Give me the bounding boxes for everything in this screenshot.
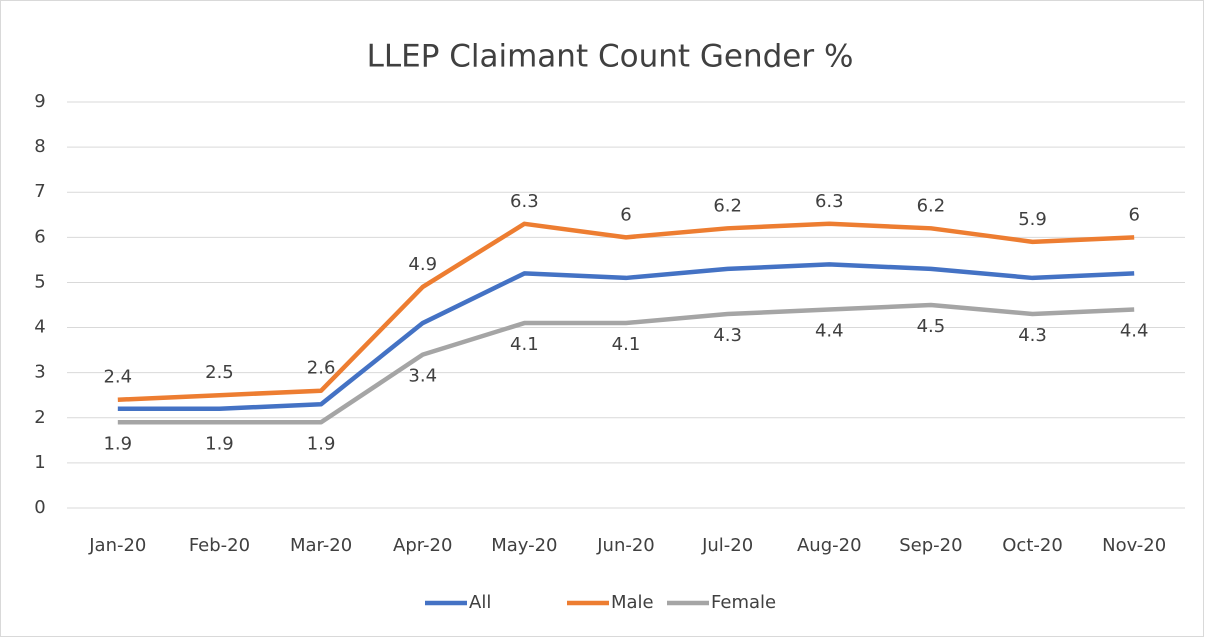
- data-label: 4.3: [713, 325, 742, 346]
- data-label: 4.4: [1120, 321, 1149, 342]
- data-label: 1.9: [103, 433, 132, 454]
- chart-title: LLEP Claimant Count Gender %: [367, 39, 854, 75]
- data-label: 3.4: [408, 366, 437, 387]
- y-tick-label: 9: [34, 91, 45, 112]
- y-tick-label: 7: [34, 181, 45, 202]
- data-label: 6.2: [917, 195, 946, 216]
- data-label: 6: [1128, 204, 1139, 225]
- x-tick-label: Apr-20: [393, 535, 452, 556]
- y-tick-label: 3: [34, 362, 45, 383]
- y-tick-label: 5: [34, 271, 45, 292]
- legend-label: Female: [711, 592, 776, 613]
- legend-label: Male: [611, 592, 654, 613]
- x-tick-label: Oct-20: [1002, 535, 1063, 556]
- data-label: 4.9: [408, 254, 437, 275]
- data-label: 4.1: [510, 334, 539, 355]
- series-line: [117, 221, 1135, 402]
- y-tick-label: 6: [34, 226, 45, 247]
- data-label: 2.4: [103, 367, 132, 388]
- y-tick-label: 1: [34, 452, 45, 473]
- data-label: 6.3: [510, 191, 539, 212]
- data-label: 1.9: [205, 433, 234, 454]
- x-tick-label: Nov-20: [1102, 535, 1166, 556]
- data-label: 6.3: [815, 191, 844, 212]
- data-label: 2.5: [205, 362, 234, 383]
- data-label: 6: [620, 204, 631, 225]
- series-line: [117, 262, 1135, 412]
- data-label: 4.5: [917, 316, 946, 337]
- legend-label: All: [469, 592, 491, 613]
- y-tick-label: 2: [34, 407, 45, 428]
- data-label: 4.3: [1018, 325, 1047, 346]
- y-tick-label: 4: [34, 317, 45, 338]
- x-tick-label: Sep-20: [899, 535, 962, 556]
- x-tick-label: Jan-20: [88, 535, 146, 556]
- y-tick-label: 8: [34, 136, 45, 157]
- x-tick-label: Feb-20: [189, 535, 250, 556]
- data-label: 4.1: [612, 334, 641, 355]
- x-tick-label: Jul-20: [701, 535, 753, 556]
- x-tick-label: Jun-20: [596, 535, 655, 556]
- data-label: 2.6: [307, 358, 336, 379]
- y-tick-label: 0: [34, 497, 45, 518]
- data-label: 6.2: [713, 195, 742, 216]
- data-label: 5.9: [1018, 209, 1047, 230]
- x-tick-label: Mar-20: [290, 535, 352, 556]
- data-label: 1.9: [307, 433, 336, 454]
- x-tick-label: Aug-20: [797, 535, 862, 556]
- data-label: 4.4: [815, 321, 844, 342]
- x-tick-label: May-20: [491, 535, 557, 556]
- series-line: [117, 302, 1135, 425]
